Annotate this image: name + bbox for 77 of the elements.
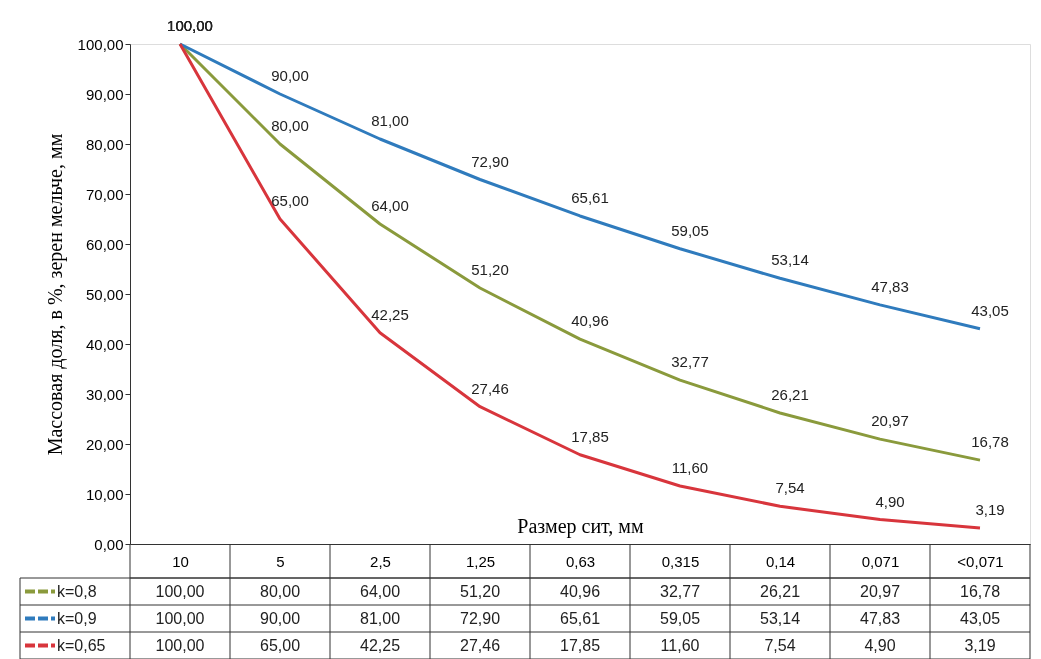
x-tick-label: 0,63: [565, 552, 596, 570]
y-tick-label: 70,00: [85, 185, 124, 203]
data-label: 100,00: [155, 636, 205, 654]
data-label: 42,25: [359, 636, 401, 654]
y-tick-label: 90,00: [85, 85, 124, 103]
y-tick-label: 100,00: [77, 35, 124, 53]
text: 40,96: [571, 312, 609, 330]
text: 32,77: [671, 353, 709, 371]
data-label: 16,78: [959, 582, 1001, 600]
text: 11,60: [671, 459, 709, 476]
legend-label: k=0,8: [57, 582, 97, 600]
data-label: 59,05: [659, 609, 701, 627]
legend-label: k=0,9: [57, 609, 97, 627]
text: 51,20: [471, 261, 509, 278]
data-label: 65,00: [259, 636, 301, 654]
data-label: 26,21: [759, 582, 801, 600]
y-axis-title: Массовая доля, в %, зерен мельче, мм: [43, 133, 67, 456]
text: 43,05: [971, 301, 1009, 319]
data-label: 81,00: [359, 609, 401, 627]
data-label: 32,77: [659, 582, 701, 600]
text: 81,00: [371, 112, 409, 129]
text: 26,21: [771, 385, 809, 403]
y-tick-label: 10,00: [85, 485, 124, 503]
y-tick-label: 80,00: [85, 135, 124, 153]
data-label: 3,19: [964, 636, 996, 654]
text: 4,90: [875, 492, 905, 510]
text: 47,83: [871, 277, 909, 295]
text: 16,78: [971, 433, 1009, 451]
text: 90,00: [271, 67, 309, 84]
text: 53,14: [771, 251, 809, 269]
y-tick-label: 0,00: [94, 535, 124, 553]
text: 7,54: [775, 479, 805, 497]
data-label: 4,90: [864, 636, 896, 654]
x-tick-label: 0,315: [661, 552, 700, 570]
y-tick-label: 40,00: [85, 335, 124, 353]
y-tick-label: 50,00: [85, 285, 124, 303]
y-tick-label: 30,00: [85, 385, 124, 403]
data-label: 40,96: [559, 582, 601, 600]
data-label: 64,00: [359, 582, 401, 600]
x-tick-label: 0,071: [861, 552, 900, 570]
data-label: 43,05: [959, 609, 1001, 627]
x-tick-label: 0,14: [765, 552, 796, 570]
x-tick-label: 2,5: [370, 552, 391, 570]
y-tick-label: 60,00: [85, 235, 124, 253]
data-label: 72,90: [459, 609, 501, 627]
data-label: 20,97: [859, 582, 901, 600]
data-label: 27,46: [459, 636, 501, 654]
data-label: 100,00: [155, 582, 205, 600]
data-label: 65,61: [559, 609, 601, 627]
data-label: 11,60: [660, 636, 700, 654]
text: 59,05: [671, 221, 709, 239]
x-axis-title: Размер сит, мм: [517, 514, 644, 538]
y-tick-label: 20,00: [85, 435, 124, 453]
data-label: 17,85: [559, 636, 601, 654]
text: 27,46: [471, 379, 509, 397]
data-label: 51,20: [459, 582, 501, 600]
text: 100,00: [167, 17, 213, 34]
text: 65,61: [571, 188, 609, 206]
text: 17,85: [571, 427, 609, 445]
data-label: 80,00: [259, 582, 301, 600]
data-label: 7,54: [764, 636, 796, 654]
text: 42,25: [371, 305, 409, 323]
text: 64,00: [371, 197, 409, 214]
text: 65,00: [271, 192, 309, 209]
data-label: 100,00: [155, 609, 205, 627]
text: 3,19: [975, 501, 1005, 519]
legend-label: k=0,65: [57, 636, 106, 654]
text: 72,90: [471, 152, 509, 170]
x-tick-label: 10: [172, 552, 189, 570]
x-tick-label: <0,071: [957, 552, 1004, 570]
data-label: 53,14: [759, 609, 801, 627]
text: 20,97: [871, 412, 909, 430]
x-tick-label: 5: [276, 552, 285, 570]
data-label: 90,00: [259, 609, 301, 627]
text: 80,00: [271, 117, 309, 134]
x-tick-label: 1,25: [465, 552, 496, 570]
data-label: 47,83: [859, 609, 901, 627]
